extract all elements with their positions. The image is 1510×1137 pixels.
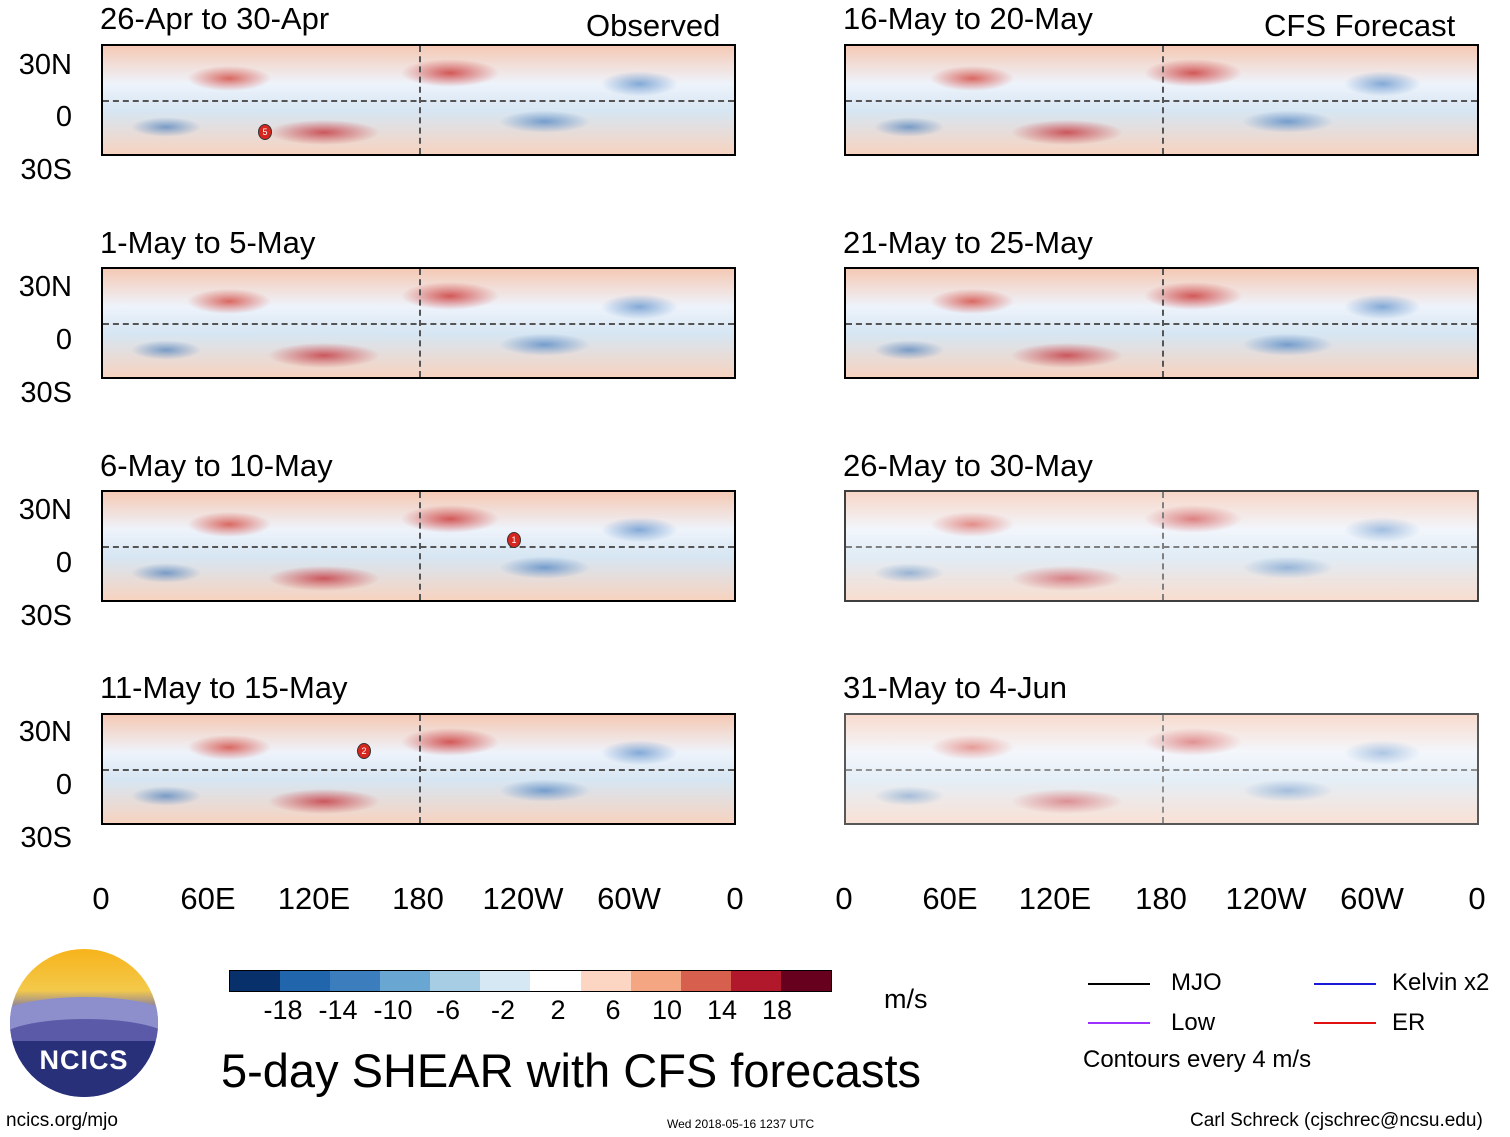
map-panel-3 [101,490,736,602]
y-tick: 30S [20,600,72,632]
panel-title-1: 26-Apr to 30-Apr [100,1,330,36]
legend-kelvin-line [1314,983,1376,985]
colorbar-tick: -6 [435,995,461,1025]
colorbar-swatch [630,971,681,991]
panel-title-5: 16-May to 20-May [843,1,1093,36]
map-panel-2 [101,267,736,379]
x-tick: 60E [922,881,978,916]
colorbar-swatch [330,971,381,991]
chart-title: 5-day SHEAR with CFS forecasts [221,1044,921,1097]
colorbar-tick: 6 [605,995,621,1025]
map-panel-6 [844,267,1479,379]
x-tick: 180 [392,881,444,916]
units-label: m/s [884,984,928,1014]
x-tick: 120E [277,881,351,916]
colorbar-swatch [680,971,731,991]
storm-marker: 2 [357,743,371,759]
x-tick: 120E [1018,881,1092,916]
legend-er-line [1314,1022,1376,1024]
y-tick: 30N [18,716,72,748]
x-tick: 120W [482,881,564,916]
x-tick: 0 [1468,881,1486,916]
storm-marker: 5 [258,124,272,140]
map-panel-5 [844,44,1479,156]
logo-text: NCICS [39,1045,129,1075]
footer-timestamp: Wed 2018-05-16 1237 UTC [667,1117,815,1131]
y-tick: 0 [55,101,72,133]
storm-marker: 1 [507,532,521,548]
map-panel-1 [101,44,736,156]
colorbar-tick: -2 [490,995,516,1025]
colorbar-swatch [280,971,331,991]
y-tick: 30S [20,377,72,409]
colorbar-tick: -14 [318,995,358,1025]
colorbar-tick: 10 [651,995,683,1025]
colorbar-swatch [380,971,431,991]
legend-low-line [1088,1022,1150,1024]
y-tick: 0 [55,324,72,356]
colorbar-tick: 18 [761,995,793,1025]
ncics-logo: NCICS [10,949,158,1097]
legend-mjo-line [1088,983,1150,985]
colorbar [229,970,832,992]
panel-title-6: 21-May to 25-May [843,225,1093,260]
x-tick: 180 [1135,881,1187,916]
map-panel-8 [844,713,1479,825]
contour-note: Contours every 4 m/s [1083,1046,1312,1073]
legend-kelvin-label: Kelvin x2 [1392,969,1490,996]
legend-er-label: ER [1392,1009,1426,1036]
x-tick: 0 [726,881,744,916]
y-tick: 30S [20,822,72,854]
colorbar-swatch [530,971,581,991]
observed-label: Observed [586,8,721,43]
x-tick: 60W [1340,881,1404,916]
colorbar-tick: -18 [263,995,303,1025]
x-tick: 120W [1225,881,1307,916]
y-tick: 0 [55,769,72,801]
footer-url[interactable]: ncics.org/mjo [6,1110,118,1131]
panel-title-3: 6-May to 10-May [100,448,333,483]
colorbar-tick: 2 [550,995,566,1025]
colorbar-swatch [230,971,281,991]
colorbar-swatch [430,971,481,991]
x-tick: 60E [180,881,236,916]
x-tick: 0 [92,881,110,916]
panel-title-4: 11-May to 15-May [100,670,348,705]
legend-low-label: Low [1171,1009,1216,1036]
colorbar-swatch [580,971,631,991]
map-panel-4 [101,713,736,825]
panel-title-7: 26-May to 30-May [843,448,1093,483]
y-tick: 30N [18,271,72,303]
footer-credit: Carl Schreck (cjschrec@ncsu.edu) [1190,1110,1483,1131]
y-tick: 0 [55,547,72,579]
panel-title-2: 1-May to 5-May [100,225,316,260]
colorbar-tick: -10 [373,995,413,1025]
x-tick: 60W [597,881,661,916]
colorbar-swatch [730,971,781,991]
colorbar-swatch [780,971,831,991]
panel-title-8: 31-May to 4-Jun [843,670,1067,705]
y-tick: 30N [18,494,72,526]
forecast-label: CFS Forecast [1264,8,1456,43]
y-tick: 30S [20,154,72,186]
y-tick: 30N [18,49,72,81]
legend-mjo-label: MJO [1171,969,1222,996]
x-tick: 0 [835,881,853,916]
map-panel-7 [844,490,1479,602]
colorbar-swatch [480,971,531,991]
colorbar-tick: 14 [706,995,738,1025]
